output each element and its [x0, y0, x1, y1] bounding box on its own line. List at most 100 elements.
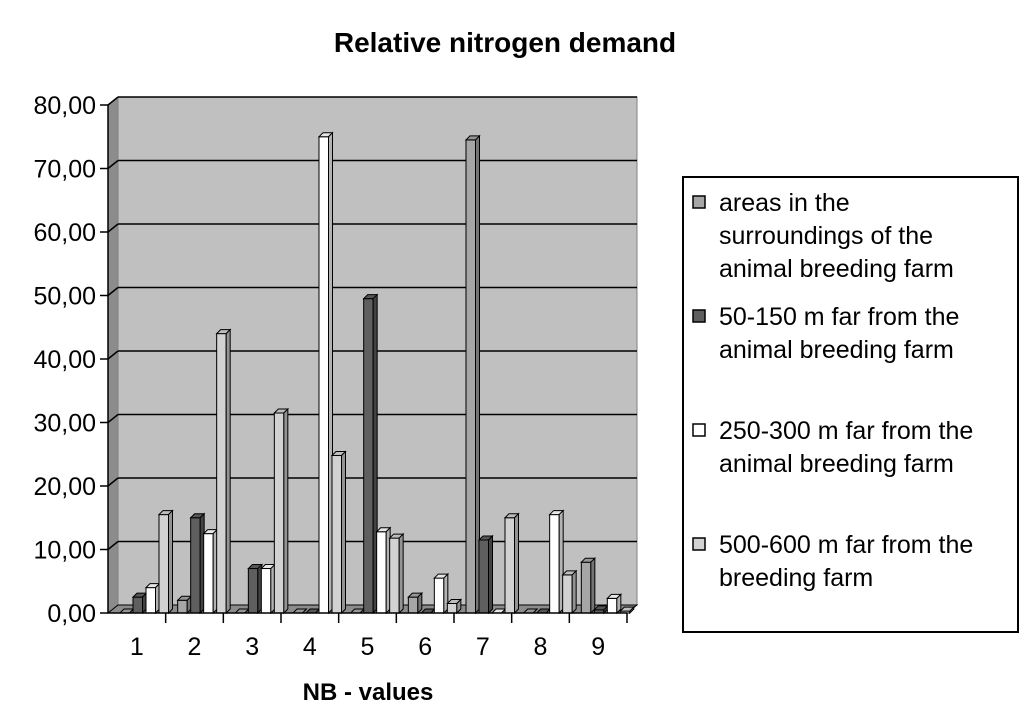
gridline-side [107, 223, 119, 233]
legend-label: 250-300 m far from the animal breeding fa… [719, 417, 973, 478]
bar-front [562, 574, 573, 614]
x-tick-label: 1 [130, 633, 144, 661]
bar [215, 328, 232, 615]
gridline-side [107, 350, 119, 360]
bar [375, 526, 392, 615]
y-tick-label: 60,00 [33, 219, 96, 247]
gridline-side [107, 477, 119, 487]
bar [503, 512, 520, 615]
x-tick-label: 4 [303, 633, 317, 661]
bar [580, 556, 597, 615]
bar-side [532, 608, 538, 614]
y-tick-label: 20,00 [33, 473, 96, 501]
bar-front [478, 539, 489, 614]
gridline-side [107, 413, 119, 424]
gridline-side [107, 286, 119, 297]
bar-front [549, 514, 560, 614]
bar-side [168, 509, 173, 615]
bar [606, 593, 623, 615]
x-axis: 1 2 3 4 5 6 7 8 9 [130, 613, 628, 661]
gridline-side [107, 96, 119, 106]
bar-side [398, 532, 404, 615]
bar-front [203, 533, 214, 614]
bar-side [488, 534, 493, 615]
bar-side [456, 598, 462, 615]
bar-front [247, 568, 259, 614]
bar-side [283, 407, 289, 615]
bar [176, 595, 193, 615]
legend-label: 500-600 m far from the breeding farm [719, 531, 973, 592]
bar [446, 598, 463, 615]
y-axis: 0,00 10,00 20,00 30,00 40,00 50,00 60,00 70,00 8… [33, 92, 627, 628]
bar [189, 512, 206, 615]
legend-swatch [692, 537, 706, 551]
legend-box [682, 176, 1019, 633]
bar-front [177, 599, 188, 614]
bar-front [433, 577, 445, 614]
y-tick-label: 50,00 [33, 283, 96, 311]
bar [407, 591, 424, 615]
y-tick-label: 40,00 [33, 346, 96, 374]
bar [388, 532, 405, 615]
bar-front [216, 333, 227, 614]
bar [273, 407, 290, 615]
gridline-side [107, 159, 119, 170]
bar [157, 509, 174, 615]
x-tick-label: 7 [476, 633, 490, 661]
bar-side [514, 512, 519, 615]
legend-swatch [692, 309, 706, 323]
bar [619, 605, 636, 615]
bar-front [504, 517, 515, 614]
bar [464, 134, 481, 615]
x-tick-label: 3 [245, 633, 259, 661]
x-tick-label: 5 [361, 633, 375, 661]
x-tick-label: 9 [591, 633, 605, 661]
gridline-side [107, 540, 119, 551]
bar [362, 293, 379, 615]
bar-side [571, 569, 577, 615]
legend-label: areas in the surroundings of the animal br… [719, 189, 954, 283]
bar-front [376, 531, 387, 614]
bar [317, 131, 334, 615]
bar-side [341, 450, 346, 615]
bar [548, 509, 565, 615]
bar-front [190, 517, 201, 614]
bar [477, 534, 494, 615]
legend: areas in the surroundings of the animal br… [682, 176, 1019, 633]
bar-front [446, 602, 458, 614]
x-tick-label: 8 [534, 633, 548, 661]
bar [247, 563, 264, 615]
bar-side [302, 608, 307, 614]
y-tick-label: 0,00 [47, 600, 96, 628]
bar-front [158, 514, 169, 614]
bar-side [616, 593, 622, 615]
chart-title: Relative nitrogen demand [334, 27, 676, 58]
bar-front [260, 568, 272, 614]
bar-front [606, 597, 618, 614]
bar-front [331, 455, 342, 614]
bar-front [145, 587, 156, 614]
y-tick-label: 70,00 [33, 156, 96, 184]
bar-front [407, 596, 419, 614]
bar [260, 563, 277, 615]
x-axis-label: NB - values [303, 679, 434, 706]
legend-label: 50-150 m far from the animal breeding far… [719, 303, 959, 364]
y-tick-label: 80,00 [33, 92, 96, 120]
y-tick-label: 30,00 [33, 410, 96, 438]
legend-swatch [692, 423, 706, 437]
bar-front [363, 298, 374, 614]
bar-front [389, 537, 400, 614]
bars-group [118, 131, 636, 615]
bar [131, 591, 148, 615]
legend-swatch [692, 195, 706, 209]
bar [561, 569, 578, 615]
bar-front [318, 136, 329, 614]
x-tick-label: 2 [188, 633, 202, 661]
bar-side [590, 556, 596, 615]
bar [433, 572, 450, 615]
bar-front [132, 596, 143, 614]
bar [144, 582, 161, 615]
y-tick-label: 10,00 [33, 537, 96, 565]
bar-side [417, 591, 423, 615]
